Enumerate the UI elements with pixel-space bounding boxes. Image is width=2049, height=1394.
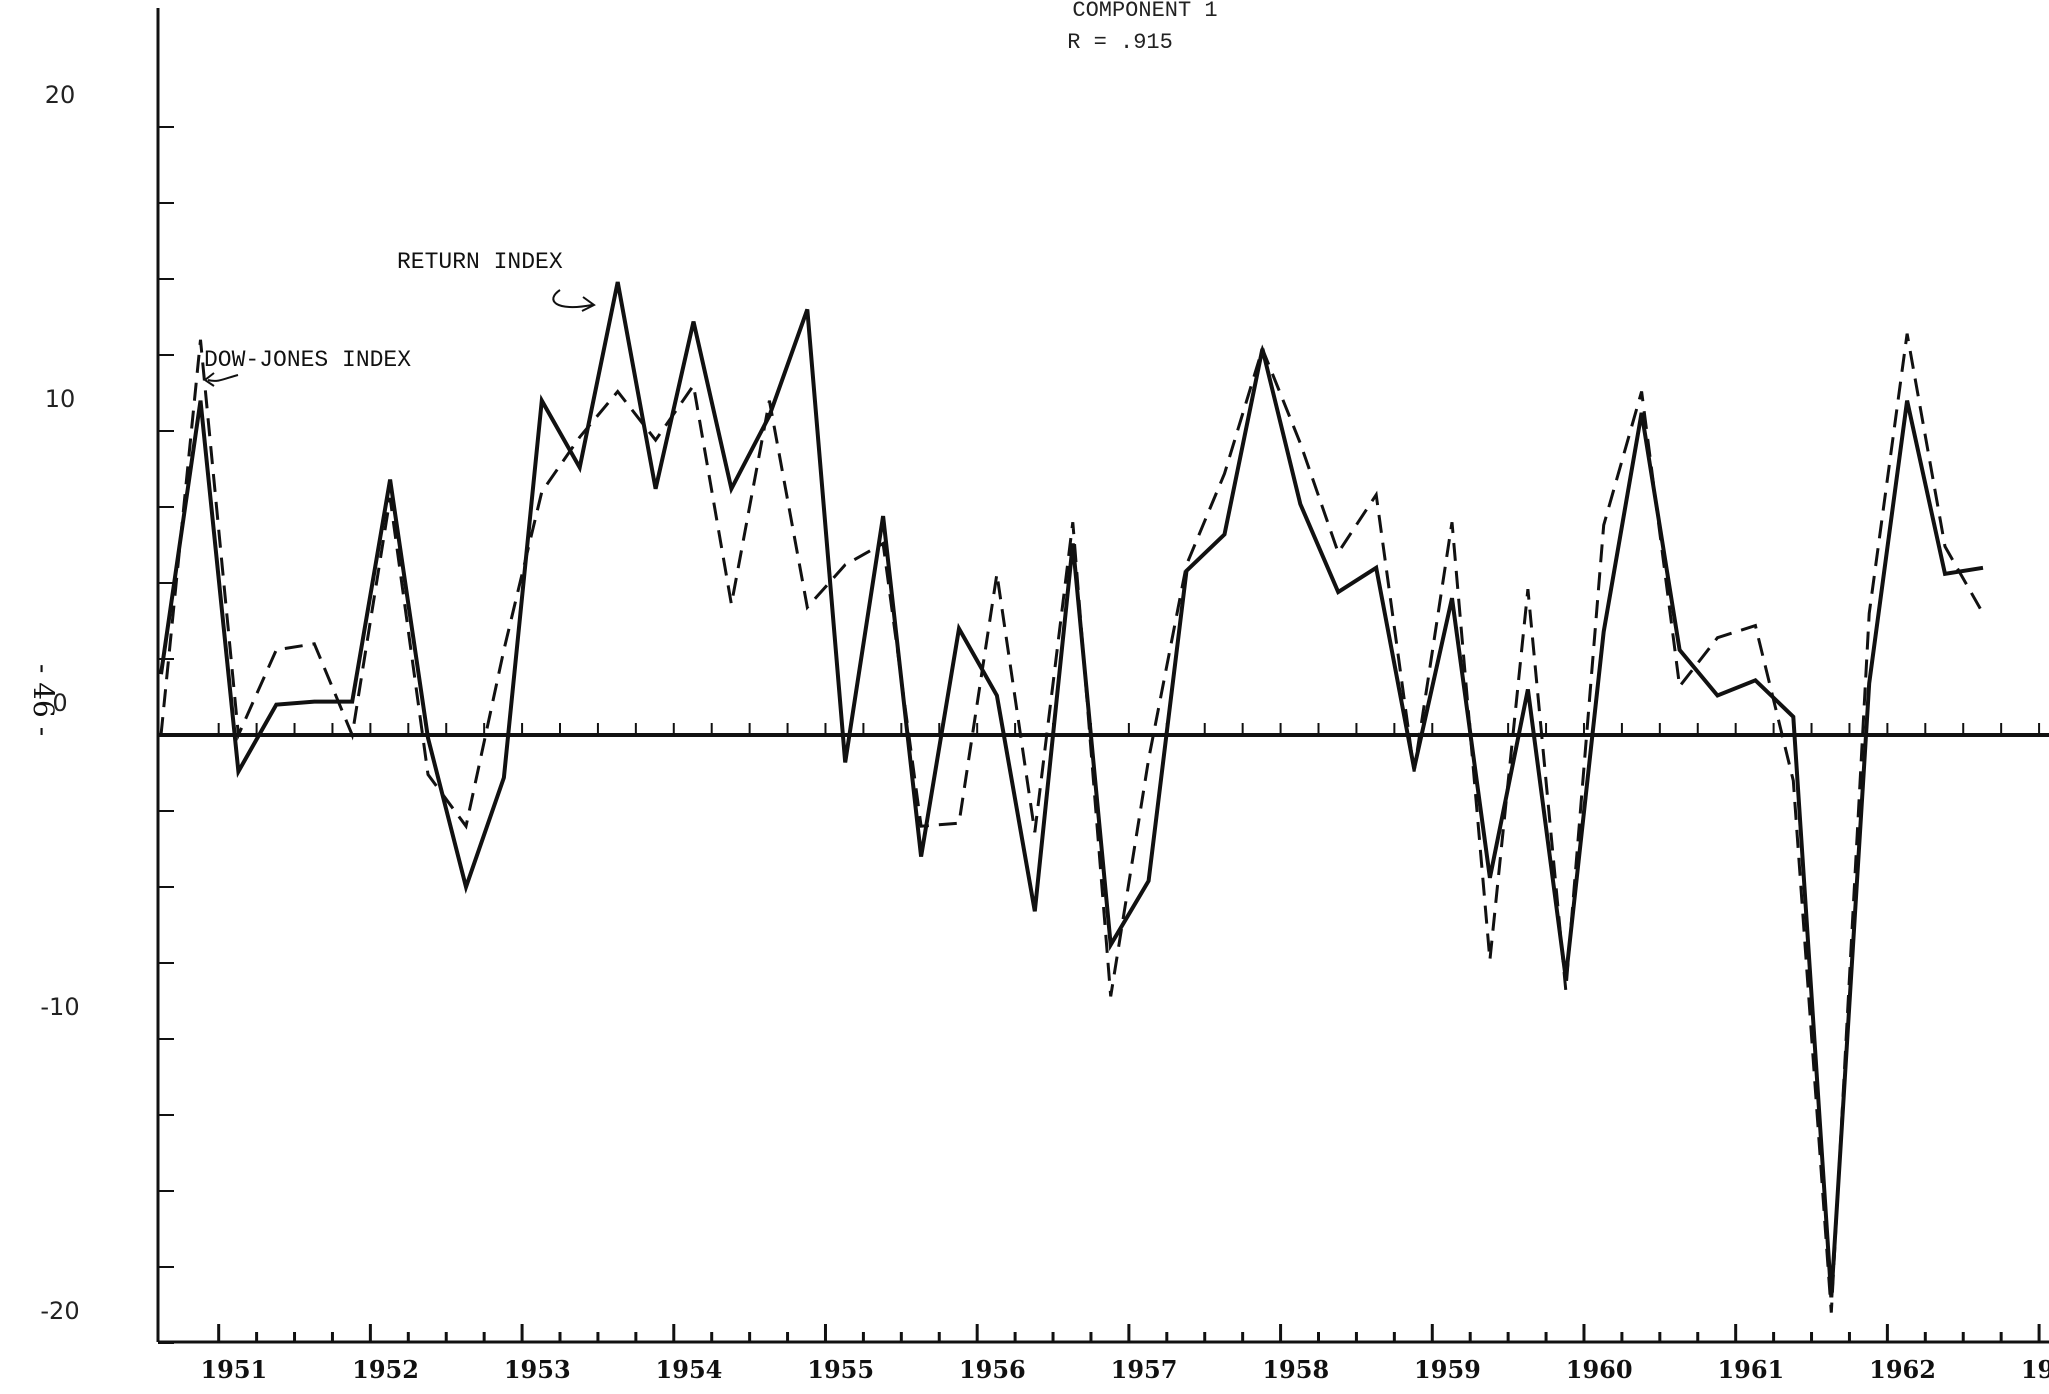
series-layer: [159, 281, 1985, 1313]
series-line-return-index: [159, 281, 1984, 1298]
y-tick-label: -20: [40, 1297, 79, 1325]
axes: [156, 8, 2049, 1344]
chart-subtitle-text: R = .915: [1067, 30, 1173, 55]
annotation-dow-jones-index: DOW-JONES INDEX: [204, 347, 411, 373]
x-tick-label: 1954: [656, 1355, 723, 1384]
annotation-return-index-arrowhead: [581, 296, 596, 312]
x-tick-label: 1952: [352, 1355, 419, 1384]
y-tick-label: 10: [45, 385, 76, 413]
y-tick-label: -10: [40, 993, 79, 1021]
x-tick-label: 1953: [504, 1355, 571, 1384]
y-tick-label: 20: [45, 81, 76, 109]
x-tick-label: 1960: [1566, 1355, 1633, 1384]
x-tick-label: 1961: [1717, 1355, 1784, 1384]
series-line-dow-jones-index: [159, 333, 1985, 1313]
x-tick-label: 1951: [200, 1355, 267, 1384]
y-tick-label: 0: [52, 689, 67, 717]
x-tick-label: 1956: [959, 1355, 1026, 1384]
x-axis-ticks: 1951 1952 1953 1954 1955 1956 1957 1958 1959 1960…: [200, 723, 2049, 1384]
chart-title: COMPONENT 1 R = .915: [1067, 0, 1217, 55]
annotation-dow-jones-arrowhead: [203, 372, 215, 387]
x-tick-label: 1955: [807, 1355, 874, 1384]
x-tick-label: 1957: [1111, 1355, 1178, 1384]
annotation-return-index-arrow: [552, 289, 593, 309]
annotation-dow-jones-arrow: [207, 374, 239, 382]
annotation-return-index: RETURN INDEX: [397, 249, 563, 275]
annotations: RETURN INDEX DOW-JONES INDEX: [203, 249, 596, 387]
page-number: - 46 -: [27, 664, 60, 736]
chart-title-text: COMPONENT 1: [1072, 0, 1217, 23]
x-tick-label: 1963: [2021, 1355, 2049, 1384]
x-tick-label: 1958: [1262, 1355, 1329, 1384]
y-axis-ticks: -20 -10 0 10 20: [40, 81, 174, 1344]
x-tick-label: 1959: [1414, 1355, 1481, 1384]
x-tick-label: 1962: [1869, 1355, 1936, 1384]
